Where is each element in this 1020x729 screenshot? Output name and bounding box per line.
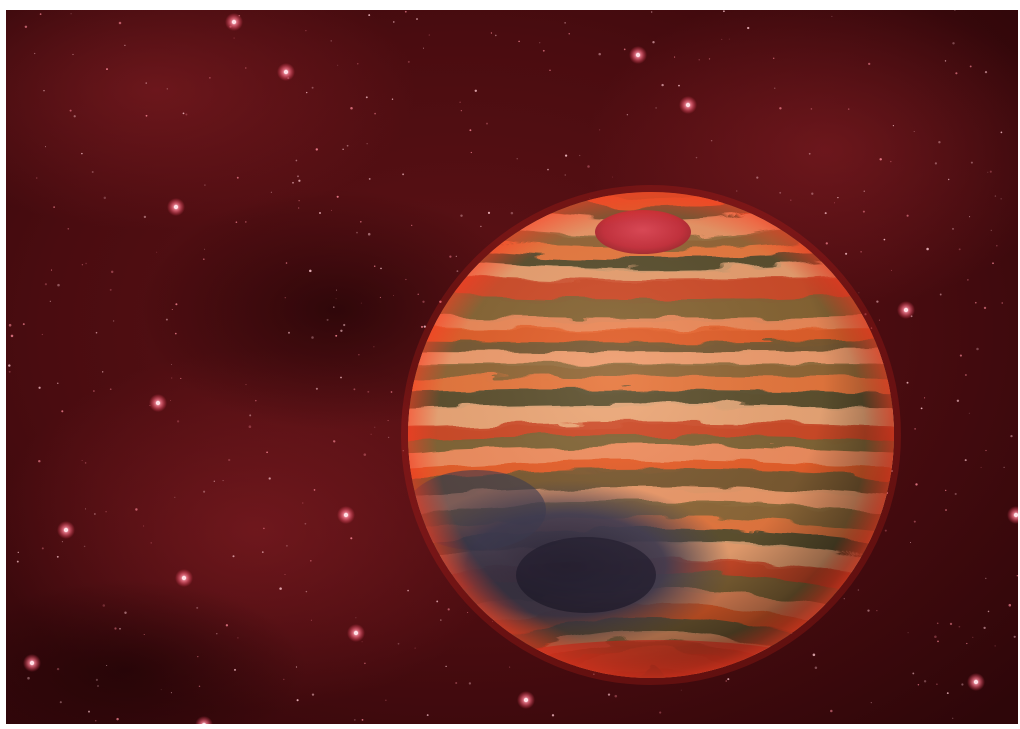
space-scene <box>6 10 1018 724</box>
planet <box>401 185 901 685</box>
space-image-frame <box>6 10 1018 724</box>
starfield <box>8 10 1018 724</box>
